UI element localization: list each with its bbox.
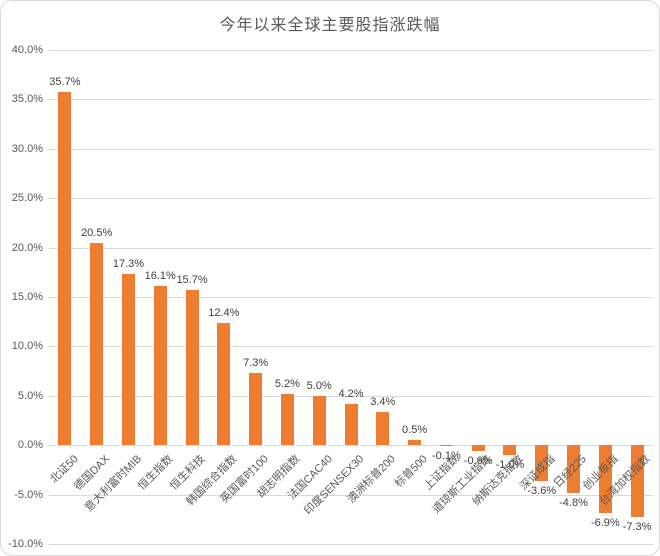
bar [153,286,167,446]
y-axis-tick-label: 40.0% [11,44,43,56]
bar-value-label: -0.6% [463,455,493,468]
bar [185,290,199,446]
bar [90,242,104,446]
y-axis-tick-label: -10.0% [8,538,43,550]
bar [376,411,390,446]
y-axis-tick-label: 5.0% [17,389,43,402]
gridline [49,247,653,249]
bar-value-label: 35.7% [49,76,81,89]
bar [121,274,135,446]
bar-value-label: 20.5% [81,226,113,239]
gridline [49,99,653,101]
bar [471,445,485,452]
gridline [49,494,653,496]
bar [567,445,581,493]
gridline [49,297,653,298]
bar-value-label: -4.8% [559,496,588,509]
bar [439,445,453,447]
y-axis-tick-label: -5.0% [14,488,43,501]
bar [408,440,422,446]
bar-value-label: 15.7% [176,274,208,287]
bar-value-label: 5.2% [274,377,300,390]
y-axis-tick-label: 25.0% [11,192,43,205]
bar [312,395,326,446]
gridline [49,544,653,545]
bar [503,445,517,456]
y-axis-tick-label: 30.0% [11,142,43,155]
y-axis-tick-label: 0.0% [17,439,43,452]
gridline [49,445,653,447]
gridline [49,346,653,348]
bar-value-label: 17.3% [112,258,145,271]
bar-value-label: 0.5% [402,424,428,437]
y-axis-tick-label: 15.0% [11,291,43,303]
bar-value-label: 5.0% [306,379,332,392]
bar [280,393,294,446]
chart-title: 今年以来全球主要股指涨跌幅 [219,17,441,34]
bar-value-label: -7.3% [622,521,652,534]
y-axis-tick-label: 35.0% [11,93,43,106]
bar-value-label: 4.2% [338,387,364,400]
bar [249,373,263,446]
gridline [49,148,653,150]
bar [58,92,72,446]
bar [217,322,231,446]
y-axis-tick-label: 10.0% [11,340,43,353]
bar-value-label: -0.1% [431,450,461,463]
gridline [49,198,653,200]
bar-value-label: 16.1% [144,270,176,283]
gridline [49,50,653,51]
bar-value-label: 7.3% [243,357,269,370]
bar [598,445,612,514]
bar-value-label: -6.9% [590,517,620,530]
bar [535,445,549,481]
bar-value-label: 3.4% [370,395,396,408]
bar [630,445,644,518]
bar-value-label: -3.6% [527,484,557,497]
gridline [49,395,653,397]
y-axis-tick-label: 20.0% [11,241,43,254]
bar-value-label: 12.4% [208,306,240,319]
bar-value-label: -1.0% [495,459,525,472]
bar [344,403,358,446]
